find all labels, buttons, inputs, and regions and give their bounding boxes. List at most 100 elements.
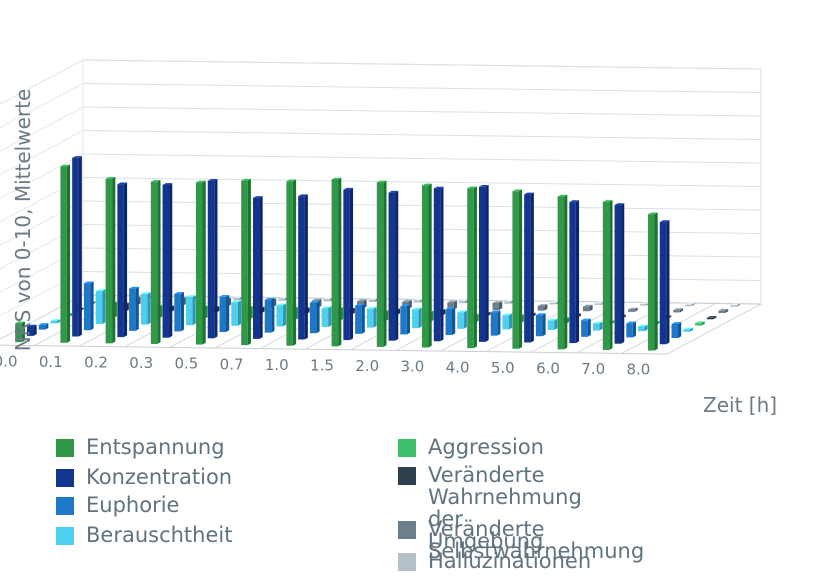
bar	[38, 323, 49, 330]
legend-swatch	[398, 439, 416, 457]
gridline	[82, 106, 762, 117]
gridline	[0, 59, 84, 105]
bar	[581, 318, 591, 337]
gridline	[82, 59, 762, 70]
x-tick-label: 1.5	[310, 357, 334, 375]
bar	[433, 186, 444, 342]
floor-line	[666, 303, 762, 355]
gridline	[0, 83, 84, 129]
bar	[535, 313, 546, 337]
bar	[718, 308, 729, 314]
bar	[626, 321, 637, 338]
bar-chart-3d: 012345678910 0.00.10.20.30.50.71.01.52.0…	[0, 59, 777, 417]
legend-label: Veränderte Wahrnehmung der Umgebung	[428, 463, 582, 553]
bar	[150, 179, 161, 344]
x-tick-label: 0.3	[129, 354, 153, 372]
bar	[331, 177, 342, 347]
bar	[400, 304, 411, 335]
x-tick-label: 1.0	[265, 356, 289, 374]
bar	[502, 313, 513, 330]
bar	[445, 307, 456, 336]
bar	[569, 200, 580, 344]
x-tick-label: 5.0	[491, 359, 515, 377]
bar	[648, 212, 658, 351]
x-axis-ticks: 0.0 0.1 0.2 0.3 0.5 0.7 1.0 1.5 2.0 3.0 4.0 5.0 6.0 7…	[0, 352, 650, 378]
legend-label: Konzentration	[86, 465, 233, 489]
floor-front-edge	[0, 344, 668, 355]
legend-swatch	[56, 469, 74, 487]
gridline	[82, 224, 762, 234]
bar	[207, 179, 218, 339]
bar	[671, 322, 682, 339]
gridline	[82, 247, 762, 258]
bar	[286, 179, 297, 346]
y-axis-title: NRS von 0-10, Mittelwerte	[11, 89, 35, 352]
gridline	[82, 200, 762, 211]
legend-label: Halluzinationen	[428, 549, 592, 573]
legend-swatch	[56, 497, 74, 515]
gridline	[82, 177, 762, 187]
bar	[467, 186, 477, 349]
bar	[492, 301, 503, 311]
bar	[659, 220, 670, 345]
gridline	[0, 130, 84, 176]
bar	[592, 321, 603, 331]
bar	[129, 286, 139, 331]
legend-swatch	[398, 553, 416, 571]
bar	[309, 300, 320, 334]
bar	[276, 303, 287, 327]
bar	[231, 300, 241, 326]
legend-swatch	[398, 521, 416, 539]
bar	[366, 306, 377, 328]
bar	[162, 183, 173, 338]
bar	[638, 324, 648, 332]
legend-label: Euphorie	[86, 493, 180, 517]
x-tick-label: 8.0	[626, 361, 650, 379]
bar	[26, 324, 37, 336]
bar	[512, 189, 523, 349]
bar	[83, 281, 94, 331]
bar	[524, 192, 534, 343]
bar	[72, 156, 82, 337]
legend-item: Veränderte Wahrnehmung der Umgebung	[398, 464, 582, 552]
bar	[422, 183, 432, 348]
bar	[730, 303, 740, 307]
bar	[252, 196, 263, 339]
bar	[219, 294, 230, 333]
bar	[186, 295, 196, 326]
bar	[614, 203, 625, 344]
x-tick-label: 2.0	[355, 357, 379, 375]
x-tick-label: 7.0	[581, 360, 605, 378]
bar	[264, 297, 275, 333]
legend-item: Veränderte Selbstwahrnehmung	[398, 518, 644, 562]
x-tick-label: 3.0	[400, 358, 424, 376]
bar	[355, 303, 365, 334]
bar	[60, 164, 71, 343]
bar	[196, 180, 206, 345]
bar	[117, 182, 128, 338]
legend-item: Berauschtheit	[56, 524, 232, 546]
bar	[683, 327, 693, 332]
x-tick-label: 0.0	[0, 352, 18, 370]
bar	[695, 321, 705, 326]
x-axis-title: Zeit [h]	[703, 393, 777, 417]
bar	[95, 289, 106, 324]
legend-label: Aggression	[428, 435, 544, 459]
bar	[490, 310, 501, 336]
x-tick-label: 4.0	[446, 358, 470, 376]
legend-item: Aggression	[398, 436, 544, 458]
x-tick-label: 6.0	[536, 360, 560, 378]
bar	[50, 319, 61, 324]
legend-swatch	[398, 467, 416, 485]
legend-item: Entspannung	[56, 436, 225, 458]
bar	[140, 292, 151, 325]
legend-label: Veränderte Selbstwahrnehmung	[428, 517, 645, 563]
x-tick-label: 0.1	[39, 353, 63, 371]
bar	[537, 304, 548, 311]
legend-item: Euphorie	[56, 494, 179, 516]
gridline	[82, 83, 762, 93]
legend-swatch	[56, 527, 74, 545]
gridline	[0, 106, 84, 152]
bar	[241, 178, 251, 346]
bar	[298, 194, 308, 340]
